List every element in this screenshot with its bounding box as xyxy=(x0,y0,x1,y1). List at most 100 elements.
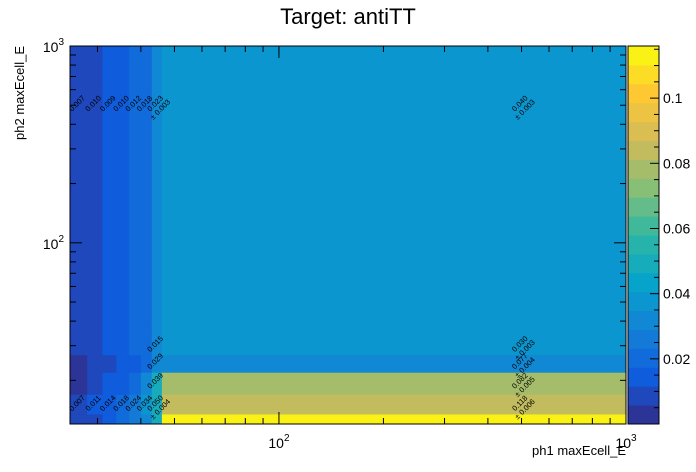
chart-title: Target: antiTT xyxy=(280,4,416,29)
heatmap-cell xyxy=(116,321,130,339)
colorbar-band xyxy=(628,405,659,425)
heatmap-cell xyxy=(102,321,117,339)
heatmap-cell xyxy=(129,321,142,339)
heatmap-cell xyxy=(140,354,153,373)
colorbar-band xyxy=(628,367,659,387)
heatmap-cell xyxy=(102,372,117,395)
colorbar-band xyxy=(628,140,659,160)
colorbar-tick-label: 0.04 xyxy=(663,286,690,302)
heatmap-cell xyxy=(129,372,142,395)
colorbar-frame xyxy=(627,45,660,425)
heatmap-cell xyxy=(161,337,593,356)
heatmap-cell xyxy=(161,394,593,415)
colorbar-band xyxy=(628,253,659,274)
heatmap-cell xyxy=(70,337,88,356)
heatmap-cell xyxy=(70,46,88,322)
heatmap-cell xyxy=(592,337,627,356)
heatmap-cell xyxy=(129,394,142,415)
heatmap-cell xyxy=(151,413,163,425)
colorbar-tick-label: 0.08 xyxy=(663,155,690,171)
x-tick-label: 103 xyxy=(615,433,637,451)
x-tick-label: 102 xyxy=(268,433,290,451)
heatmap-cell xyxy=(151,372,163,395)
heatmap-cell xyxy=(151,46,163,322)
heatmap-cell xyxy=(87,337,103,356)
heatmap-cell xyxy=(102,46,117,322)
heatmap-cell xyxy=(151,321,163,339)
heatmap-cell xyxy=(87,321,103,339)
x-axis-label: ph1 maxEcell_E xyxy=(532,443,626,458)
colorbar-band xyxy=(628,102,659,123)
colorbar-band xyxy=(628,386,659,406)
heatmap-cell xyxy=(70,372,88,395)
heatmap-cell xyxy=(151,394,163,415)
heatmap-cell xyxy=(116,372,130,395)
heatmap-cell xyxy=(102,413,117,425)
heatmap-cell xyxy=(116,337,130,356)
heatmap-cell xyxy=(129,413,142,425)
heatmap-cell xyxy=(87,354,103,373)
heatmap-cell xyxy=(161,46,593,322)
heatmap-cell xyxy=(161,321,593,339)
heatmap-cell xyxy=(129,337,142,356)
heatmap-cell xyxy=(140,372,153,395)
plot-frame xyxy=(69,45,627,425)
colorbar-tick-label: 0.1 xyxy=(663,90,683,106)
colorbar-band xyxy=(628,310,659,330)
colorbar-band xyxy=(628,235,659,255)
heatmap-cell xyxy=(102,337,117,356)
colorbar-band xyxy=(628,46,659,66)
heatmap-cell xyxy=(140,46,153,322)
heatmap-cell xyxy=(161,372,593,395)
heatmap-cell xyxy=(116,413,130,425)
heatmap-cell xyxy=(161,413,593,425)
colorbar-band xyxy=(628,121,659,141)
heatmap-cell xyxy=(116,394,130,415)
y-tick-label: 103 xyxy=(43,37,65,55)
heatmap-cell xyxy=(116,354,130,373)
colorbar-band xyxy=(628,291,659,312)
heatmap-cell xyxy=(102,354,117,373)
heatmap-cell xyxy=(592,394,627,415)
heatmap-cell xyxy=(151,337,163,356)
colorbar-band xyxy=(628,329,659,349)
colorbar-band xyxy=(628,197,659,217)
heatmap-cell xyxy=(140,321,153,339)
heatmap-cell xyxy=(87,394,103,415)
heatmap-cell xyxy=(140,413,153,425)
y-tick-label: 102 xyxy=(43,234,65,252)
heatmap-cell xyxy=(161,354,593,373)
colorbar-band xyxy=(628,83,659,104)
heatmap-cell xyxy=(592,372,627,395)
heatmap-cell xyxy=(70,321,88,339)
colorbar-band xyxy=(628,178,659,198)
colorbar-tick-label: 0.06 xyxy=(663,220,690,236)
heatmap-cell xyxy=(70,413,88,425)
heatmap-cell xyxy=(116,46,130,322)
heatmap-cell xyxy=(87,46,103,322)
heatmap-cell xyxy=(87,372,103,395)
heatmap-cell xyxy=(129,46,142,322)
colorbar-band xyxy=(628,216,659,236)
heatmap-cell xyxy=(151,354,163,373)
colorbar-band xyxy=(628,64,659,85)
y-axis-label: ph2 maxEcell_E xyxy=(12,46,27,140)
colorbar-band xyxy=(628,348,659,368)
axes: 102 103 102 103 xyxy=(43,37,637,451)
heatmap-cell xyxy=(70,394,88,415)
colorbar-tick-label: 0.02 xyxy=(663,351,690,367)
heatmap-cell xyxy=(592,321,627,339)
colorbar-band xyxy=(628,159,659,179)
heatmap-cell xyxy=(592,354,627,373)
heatmap-cell xyxy=(140,337,153,356)
heatmap-cell xyxy=(87,413,103,425)
colorbar-band xyxy=(628,272,659,293)
heatmap-cell xyxy=(70,354,88,373)
heatmap-cells xyxy=(70,46,627,425)
heatmap-cell xyxy=(140,394,153,415)
heatmap-cell xyxy=(129,354,142,373)
heatmap-cell xyxy=(102,394,117,415)
colorbar: 0.02 0.04 0.06 0.08 0.1 xyxy=(627,45,690,425)
heatmap-cell xyxy=(592,413,627,425)
